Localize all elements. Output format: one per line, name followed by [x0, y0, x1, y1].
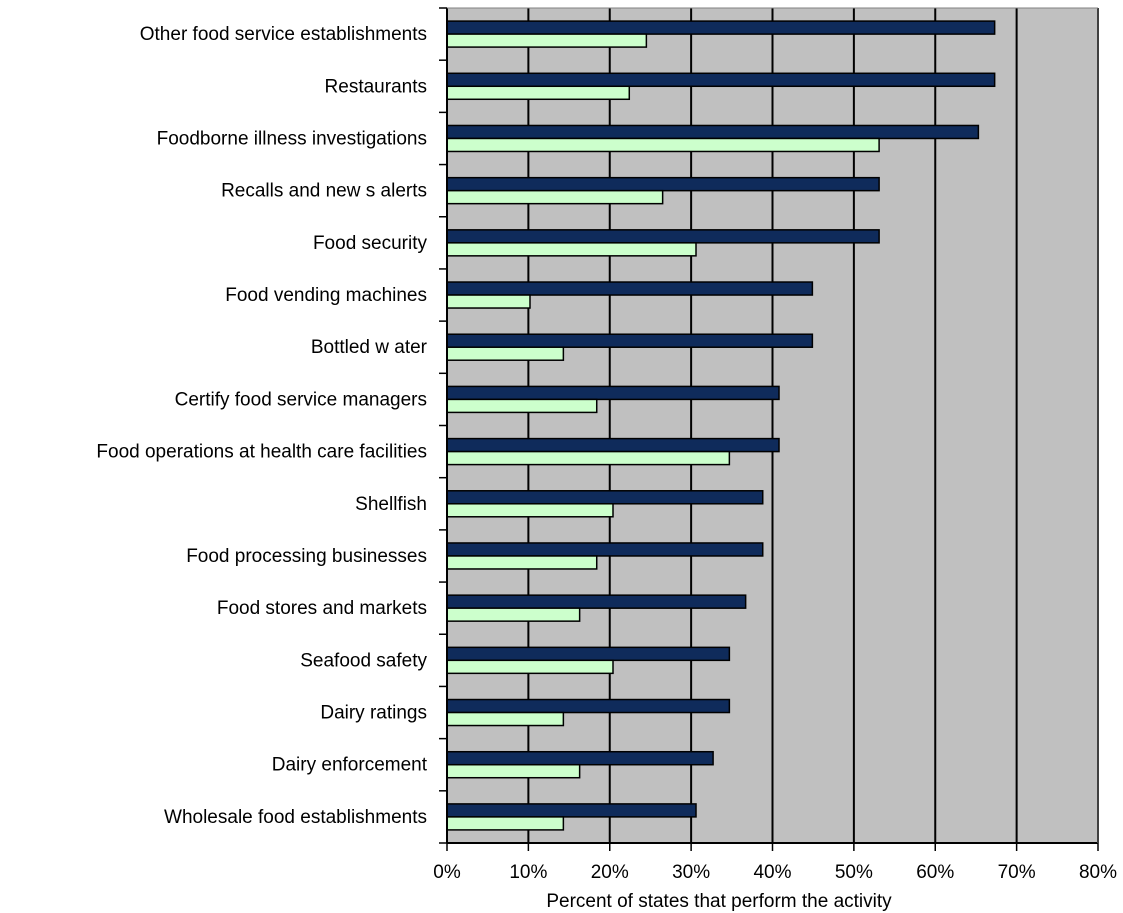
bar-series-1 — [446, 229, 880, 244]
x-tick-label: 0% — [433, 862, 461, 883]
category-label: Recalls and new s alerts — [221, 181, 427, 202]
bar-series-1 — [446, 542, 764, 557]
category-label: Foodborne illness investigations — [157, 128, 427, 149]
category-label: Food security — [313, 233, 428, 254]
category-label: Food stores and markets — [217, 598, 427, 619]
x-tick-label: 70% — [998, 862, 1036, 883]
bar-series-1 — [446, 594, 747, 609]
x-axis-title: Percent of states that perform the activ… — [546, 891, 892, 912]
bar-series-2 — [446, 763, 581, 779]
bar-series-2 — [446, 398, 598, 414]
category-label: Shellfish — [355, 494, 427, 515]
category-labels: Other food service establishments Restaur… — [96, 24, 427, 828]
category-label: Food processing businesses — [186, 546, 427, 567]
x-tick-labels: 0% 10% 20% 30% 40% 50% 60% 70% 80% — [433, 862, 1117, 883]
x-tick-label: 40% — [753, 862, 791, 883]
category-label: Seafood safety — [300, 650, 427, 671]
x-tick-label: 50% — [835, 862, 873, 883]
category-label: Food operations at health care facilitie… — [96, 442, 427, 463]
bar-series-2 — [446, 33, 648, 48]
bar-series-1 — [446, 333, 814, 348]
bar-series-2 — [446, 242, 697, 257]
category-label: Dairy enforcement — [272, 755, 428, 776]
bar-series-1 — [446, 490, 764, 505]
bar-series-1 — [446, 124, 980, 140]
category-label: Bottled w ater — [311, 337, 428, 358]
x-tick-label: 20% — [591, 862, 629, 883]
bar-series-1 — [446, 281, 814, 296]
bar-series-2 — [446, 137, 880, 153]
bar-series-2 — [446, 450, 731, 466]
category-label: Food vending machines — [225, 285, 427, 306]
bar-series-2 — [446, 294, 531, 309]
bar-series-1 — [446, 385, 780, 401]
category-label: Restaurants — [325, 76, 427, 97]
axes — [439, 7, 1099, 851]
bar-series-2 — [446, 346, 565, 361]
category-label: Dairy ratings — [320, 703, 427, 724]
bar-series-2 — [446, 85, 631, 101]
bar-series-2 — [446, 503, 614, 518]
category-label: Wholesale food establishments — [164, 807, 427, 828]
bar-series-2 — [446, 659, 614, 675]
bar-series-1 — [446, 803, 697, 818]
bar-series-1 — [446, 698, 731, 714]
x-tick-label: 60% — [916, 862, 954, 883]
bar-series-1 — [446, 20, 996, 35]
x-tick-label: 80% — [1079, 862, 1117, 883]
category-label: Other food service establishments — [140, 24, 427, 45]
bar-series-2 — [446, 189, 664, 205]
bar-series-2 — [446, 816, 565, 831]
bar-series-1 — [446, 437, 780, 453]
bar-series-1 — [446, 176, 880, 192]
bar-series-1 — [446, 750, 714, 766]
bar-series-2 — [446, 607, 581, 622]
bar-series-1 — [446, 646, 731, 662]
category-label: Certify food service managers — [175, 389, 427, 410]
bar-series-2 — [446, 711, 565, 727]
bar-series-1 — [446, 72, 996, 88]
bar-series-2 — [446, 555, 598, 570]
bars — [446, 20, 996, 831]
x-tick-label: 10% — [509, 862, 547, 883]
x-tick-label: 30% — [672, 862, 710, 883]
